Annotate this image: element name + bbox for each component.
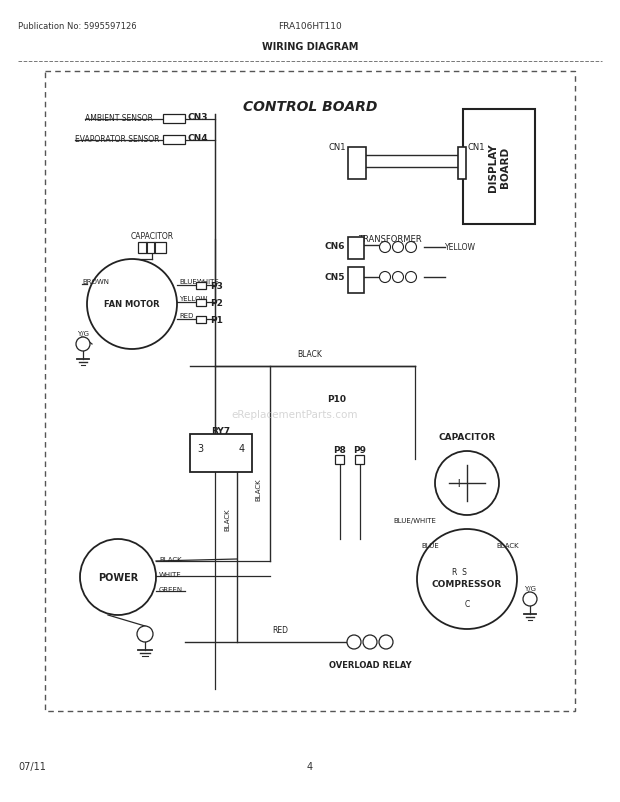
Text: AMBIENT SENSOR: AMBIENT SENSOR <box>85 114 153 123</box>
Text: CAPACITOR: CAPACITOR <box>130 232 174 241</box>
Text: BLACK: BLACK <box>298 350 322 358</box>
Circle shape <box>379 242 391 253</box>
Text: WIRING DIAGRAM: WIRING DIAGRAM <box>262 42 358 52</box>
Bar <box>196 317 206 323</box>
Bar <box>335 456 344 464</box>
Circle shape <box>379 272 391 283</box>
Text: 4: 4 <box>239 444 245 453</box>
Text: FRA106HT110: FRA106HT110 <box>278 22 342 31</box>
Text: P3: P3 <box>210 282 223 290</box>
Text: P10: P10 <box>327 395 346 403</box>
Text: C: C <box>464 599 469 608</box>
Circle shape <box>405 272 417 283</box>
Text: BLACK: BLACK <box>159 557 182 562</box>
Text: YELLOW: YELLOW <box>445 243 476 252</box>
Bar <box>45 72 575 711</box>
Text: P8: P8 <box>334 445 347 455</box>
Text: +: + <box>454 477 464 490</box>
Text: RED: RED <box>179 313 193 318</box>
Text: EVAPORATOR SENSOR: EVAPORATOR SENSOR <box>75 135 159 144</box>
Text: CN6: CN6 <box>324 241 345 251</box>
Text: WHITE: WHITE <box>159 571 182 577</box>
Text: 3: 3 <box>197 444 203 453</box>
Text: DISPLAY
BOARD: DISPLAY BOARD <box>488 143 510 192</box>
Text: TRANSFORMER: TRANSFORMER <box>358 235 422 244</box>
Text: YELLOW: YELLOW <box>179 296 207 302</box>
Circle shape <box>435 452 499 516</box>
Text: 4: 4 <box>307 761 313 771</box>
Text: BLUE: BLUE <box>421 542 439 549</box>
Text: R  S: R S <box>451 567 466 577</box>
Bar <box>190 435 252 472</box>
Bar <box>348 237 364 260</box>
Text: CN1: CN1 <box>468 143 485 152</box>
Text: CONTROL BOARD: CONTROL BOARD <box>243 100 377 114</box>
Circle shape <box>405 242 417 253</box>
Text: CN4: CN4 <box>188 134 208 143</box>
Circle shape <box>76 338 90 351</box>
Text: BLUE/WHITE: BLUE/WHITE <box>394 517 436 524</box>
Text: BLUE: BLUE <box>179 278 197 285</box>
Text: OVERLOAD RELAY: OVERLOAD RELAY <box>329 660 411 669</box>
Bar <box>348 268 364 294</box>
Circle shape <box>347 635 361 649</box>
Text: POWER: POWER <box>98 573 138 582</box>
Text: eReplacementParts.com: eReplacementParts.com <box>232 410 358 419</box>
Text: BLACK: BLACK <box>497 542 520 549</box>
Text: RY7: RY7 <box>211 427 231 435</box>
Bar <box>196 282 206 290</box>
Circle shape <box>392 242 404 253</box>
Text: GREEN: GREEN <box>159 586 183 592</box>
Text: Y/G: Y/G <box>524 585 536 591</box>
Text: Publication No: 5995597126: Publication No: 5995597126 <box>18 22 136 31</box>
Text: Y/G: Y/G <box>77 330 89 337</box>
Text: COMPRESSOR: COMPRESSOR <box>432 580 502 589</box>
Circle shape <box>87 260 177 350</box>
Text: P2: P2 <box>210 298 223 308</box>
Text: FAN MOTOR: FAN MOTOR <box>104 300 160 309</box>
Text: CN5: CN5 <box>324 273 345 282</box>
Text: P9: P9 <box>353 445 366 455</box>
Circle shape <box>363 635 377 649</box>
Circle shape <box>417 529 517 630</box>
Text: P1: P1 <box>210 316 223 325</box>
Bar <box>463 110 535 225</box>
Bar <box>138 243 166 253</box>
Text: BLACK: BLACK <box>224 508 230 531</box>
Circle shape <box>523 592 537 606</box>
Text: CAPACITOR: CAPACITOR <box>438 432 495 441</box>
Text: WHITE: WHITE <box>197 278 219 285</box>
Text: BROWN: BROWN <box>82 278 109 285</box>
Bar <box>196 300 206 306</box>
Text: CN3: CN3 <box>188 113 208 122</box>
Circle shape <box>379 635 393 649</box>
Text: CN1: CN1 <box>329 143 346 152</box>
Bar <box>348 148 366 180</box>
Circle shape <box>392 272 404 283</box>
Circle shape <box>137 626 153 642</box>
Text: 07/11: 07/11 <box>18 761 46 771</box>
Text: BLACK: BLACK <box>255 478 261 500</box>
Circle shape <box>80 539 156 615</box>
Bar <box>355 456 364 464</box>
Bar <box>458 148 466 180</box>
Text: RED: RED <box>272 626 288 634</box>
Bar <box>163 115 185 124</box>
Bar <box>163 136 185 145</box>
